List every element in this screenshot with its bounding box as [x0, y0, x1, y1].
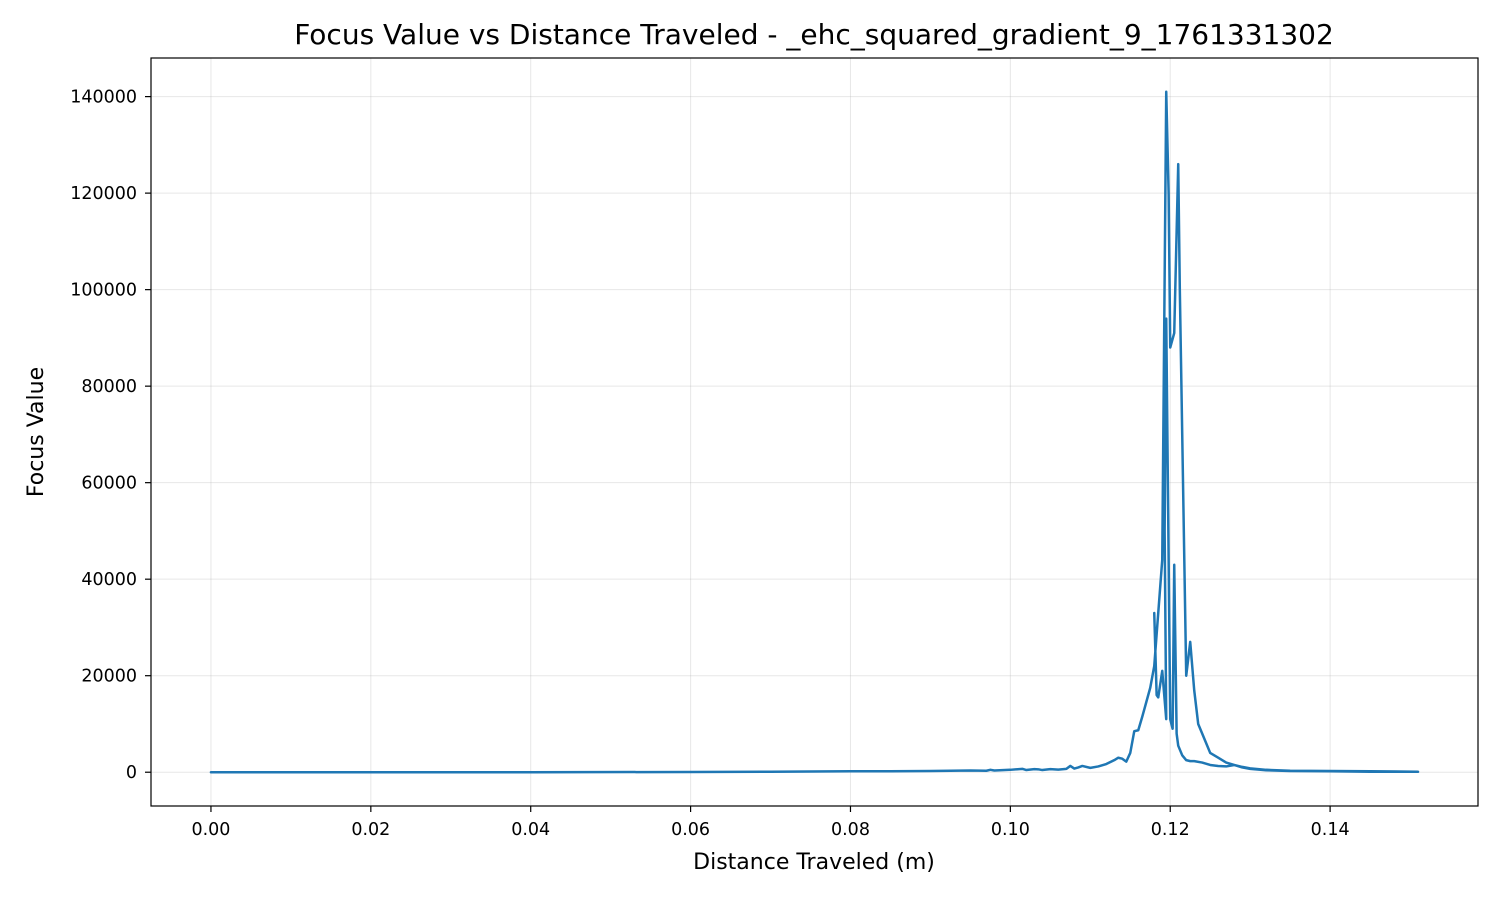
axis-ticks: 0.00 0.02 0.04 0.06 0.08 0.10 0.12 0.14 0 20000 40… — [70, 88, 1349, 840]
x-tick-label: 0.12 — [1151, 820, 1190, 840]
y-axis-label: Focus Value — [24, 367, 49, 497]
y-tick-label: 0 — [126, 763, 137, 783]
x-tick-label: 0.02 — [351, 820, 390, 840]
y-tick-label: 20000 — [81, 667, 137, 687]
series-line — [209, 90, 1420, 774]
y-tick-label: 100000 — [70, 281, 137, 301]
x-tick-label: 0.14 — [1311, 820, 1350, 840]
x-tick-label: 0.04 — [511, 820, 550, 840]
x-tick-label: 0.10 — [991, 820, 1030, 840]
y-tick-label: 80000 — [81, 377, 137, 397]
x-tick-label: 0.08 — [831, 820, 870, 840]
x-tick-label: 0.06 — [671, 820, 710, 840]
plot-frame — [150, 57, 1479, 807]
y-tick-label: 40000 — [81, 570, 137, 590]
series-layer — [209, 90, 1420, 774]
y-tick-label: 120000 — [70, 184, 137, 204]
y-tick-label: 140000 — [70, 88, 137, 108]
y-tick-label: 60000 — [81, 474, 137, 494]
x-tick-label: 0.00 — [191, 820, 230, 840]
chart-title: Focus Value vs Distance Traveled - _ehc_… — [294, 18, 1334, 51]
x-axis-label: Distance Traveled (m) — [693, 850, 935, 875]
grid — [151, 58, 1478, 806]
